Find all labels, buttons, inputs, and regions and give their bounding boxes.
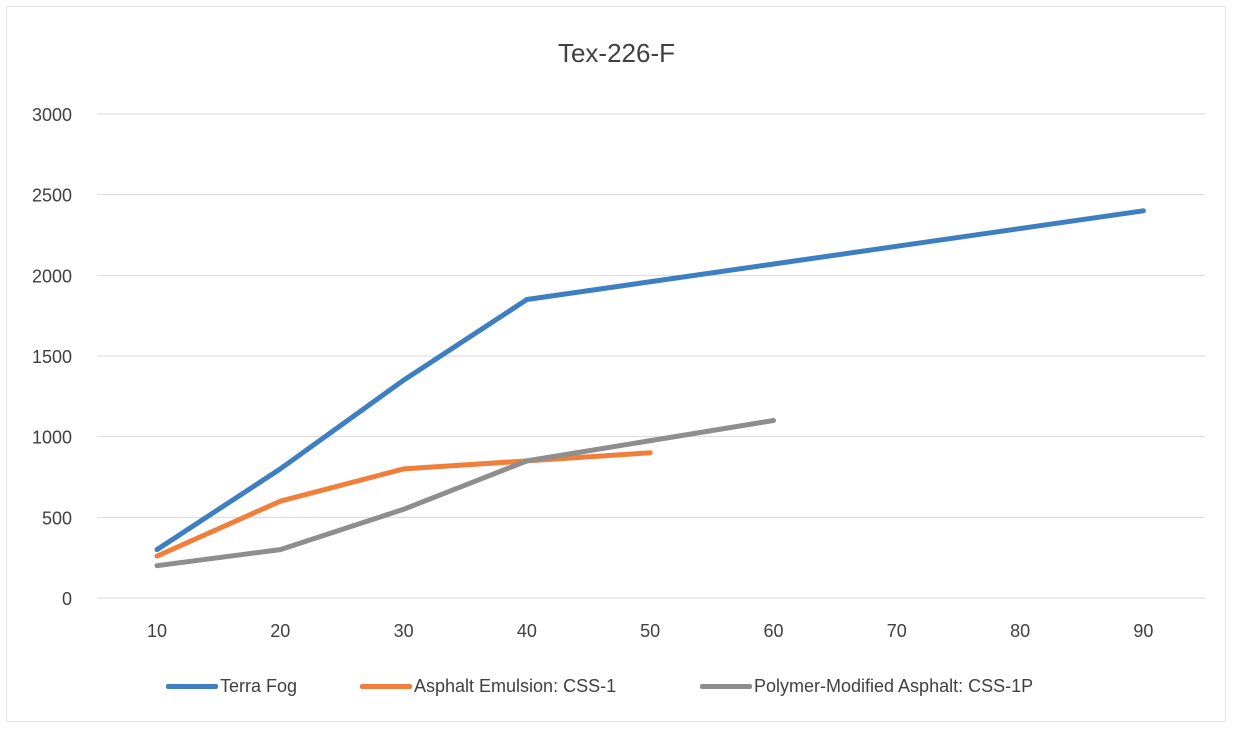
legend-item: Terra Fog xyxy=(166,676,297,697)
x-tick-label: 20 xyxy=(270,621,290,641)
legend-swatch xyxy=(166,684,218,689)
x-axis-ticks: 10 20 30 40 50 60 70 80 90 xyxy=(147,621,1153,641)
x-tick-label: 10 xyxy=(147,621,167,641)
y-tick-label: 500 xyxy=(42,508,72,528)
y-axis-ticks: 0 500 1000 1500 2000 2500 3000 xyxy=(32,105,72,609)
chart-title: Tex-226-F xyxy=(557,38,676,68)
y-tick-label: 2500 xyxy=(32,186,72,206)
y-tick-label: 1500 xyxy=(32,347,72,367)
series-lines xyxy=(154,208,1146,569)
legend-swatch xyxy=(700,684,752,689)
grid-lines xyxy=(97,113,1205,599)
x-tick-label: 70 xyxy=(887,621,907,641)
y-tick-label: 0 xyxy=(62,589,72,609)
legend-label: Polymer-Modified Asphalt: CSS-1P xyxy=(754,676,1034,696)
x-tick-label: 50 xyxy=(640,621,660,641)
legend-item: Asphalt Emulsion: CSS-1 xyxy=(360,676,616,697)
x-tick-label: 60 xyxy=(763,621,783,641)
legend-label: Asphalt Emulsion: CSS-1 xyxy=(414,676,617,696)
y-tick-label: 3000 xyxy=(32,105,72,125)
legend-label: Terra Fog xyxy=(220,676,298,696)
x-tick-label: 80 xyxy=(1010,621,1030,641)
x-tick-label: 90 xyxy=(1133,621,1153,641)
series-line-2 xyxy=(154,450,653,559)
legend-swatch xyxy=(360,684,412,689)
series-line-3 xyxy=(154,418,776,569)
series-line-1 xyxy=(154,208,1146,553)
y-tick-label: 2000 xyxy=(32,266,72,286)
legend-item: Polymer-Modified Asphalt: CSS-1P xyxy=(700,676,1033,697)
y-tick-label: 1000 xyxy=(32,428,72,448)
chart-frame xyxy=(6,6,1226,722)
x-tick-label: 40 xyxy=(517,621,537,641)
x-tick-label: 30 xyxy=(394,621,414,641)
